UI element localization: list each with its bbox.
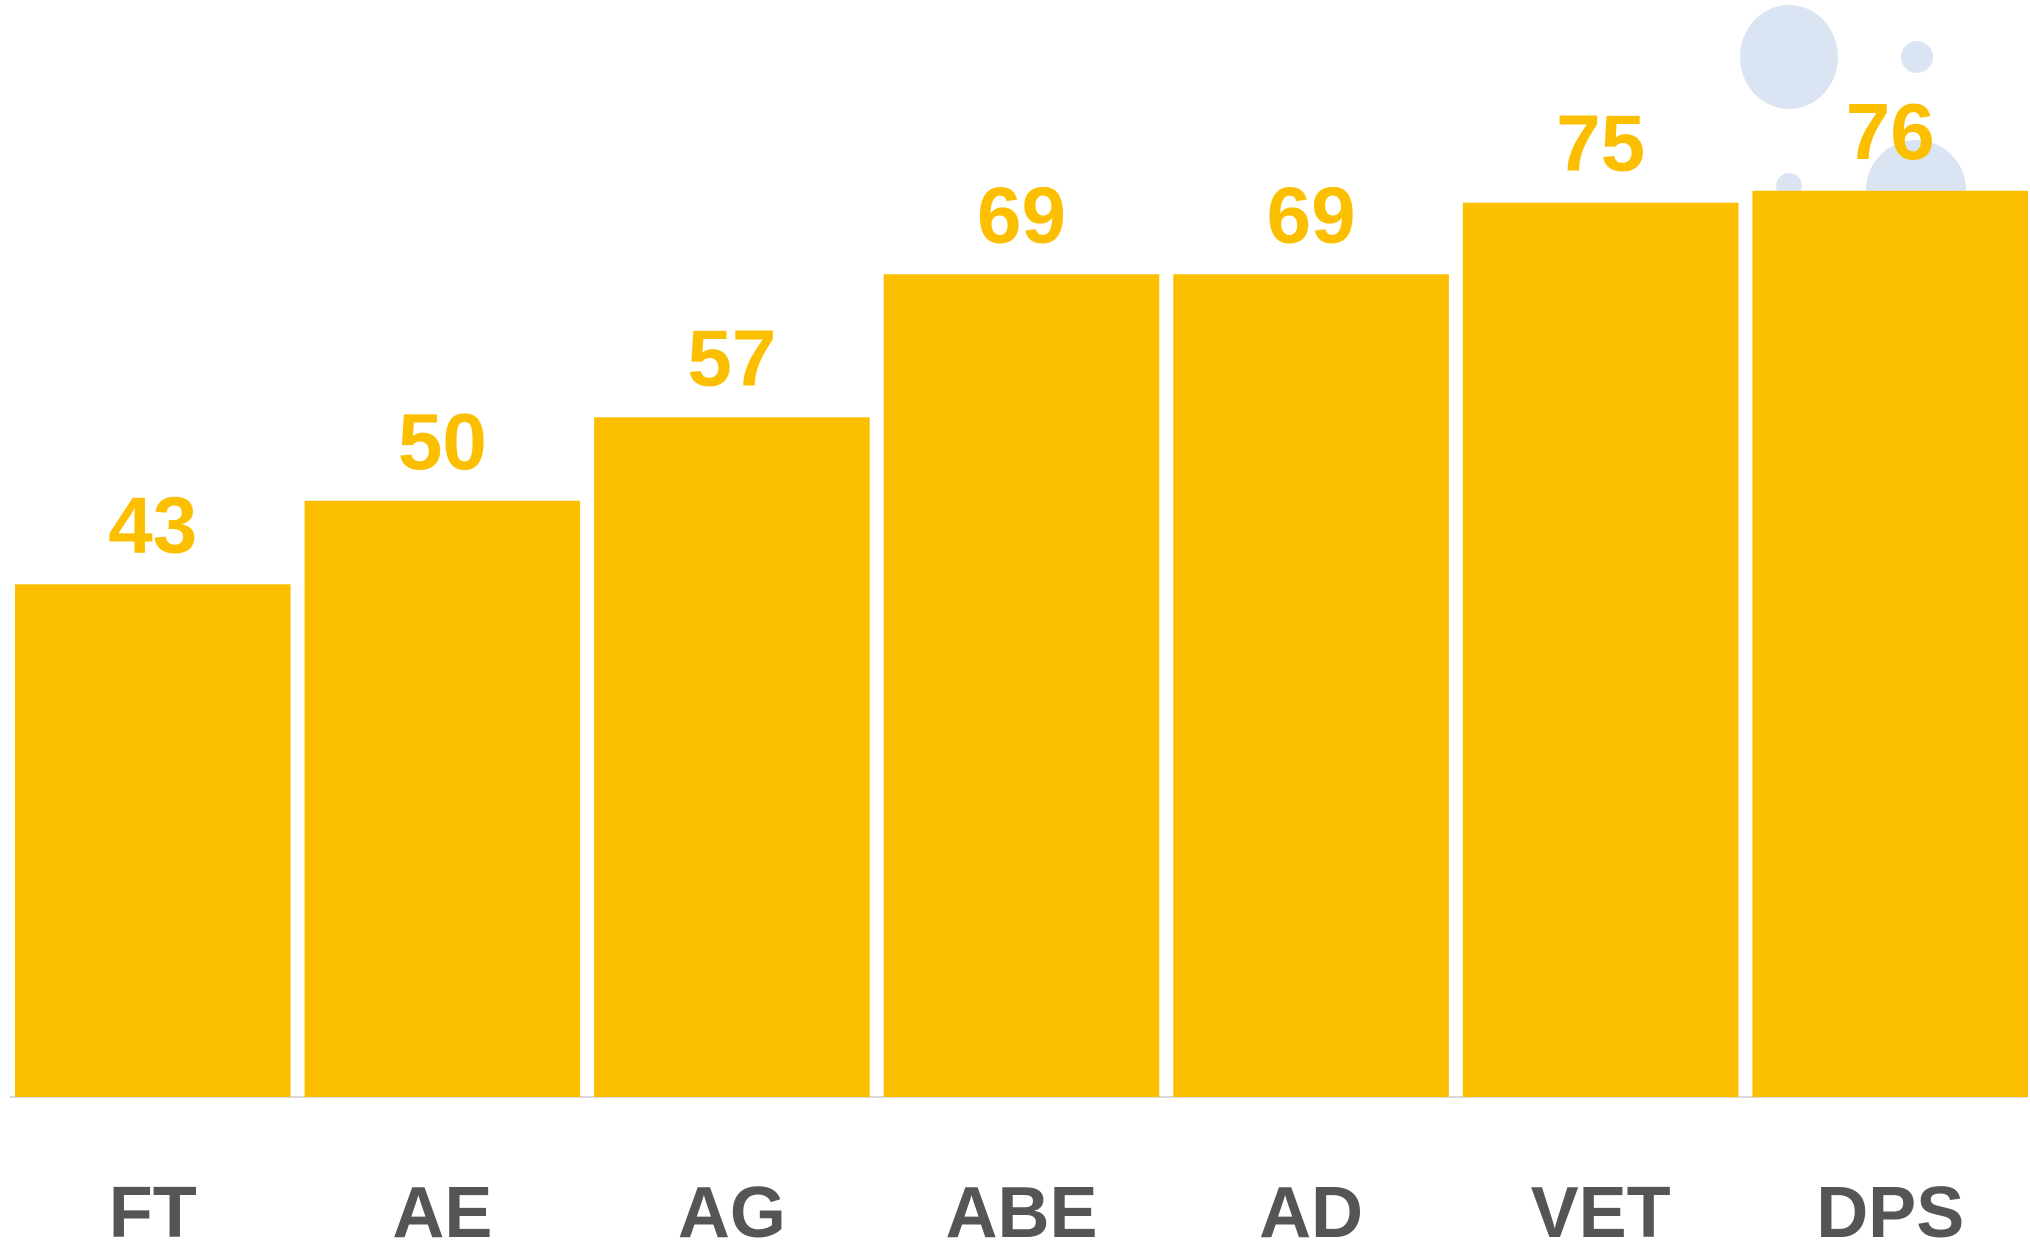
bar bbox=[1173, 274, 1449, 1097]
x-tick-label: AD bbox=[1259, 1173, 1363, 1247]
x-tick-label: AE bbox=[392, 1173, 492, 1247]
bubble bbox=[1740, 5, 1838, 109]
x-tick-label: ABE bbox=[945, 1173, 1097, 1247]
value-label: 50 bbox=[398, 397, 487, 486]
bar bbox=[883, 274, 1160, 1097]
x-tick-label: FT bbox=[109, 1173, 197, 1247]
value-label: 57 bbox=[687, 313, 776, 402]
bar bbox=[594, 417, 870, 1098]
bar bbox=[15, 584, 291, 1097]
x-tick-label: AG bbox=[678, 1173, 786, 1247]
x-tick-label: DPS bbox=[1816, 1173, 1964, 1247]
value-label: 43 bbox=[108, 480, 197, 569]
bar bbox=[304, 500, 581, 1098]
value-label: 76 bbox=[1846, 87, 1935, 176]
x-tick-label: VET bbox=[1531, 1173, 1671, 1247]
bubble bbox=[1901, 41, 1933, 73]
value-label: 69 bbox=[1267, 170, 1356, 259]
bar bbox=[1752, 190, 2028, 1098]
value-label: 69 bbox=[977, 170, 1066, 259]
bar bbox=[1462, 202, 1739, 1097]
value-label: 75 bbox=[1556, 99, 1645, 188]
